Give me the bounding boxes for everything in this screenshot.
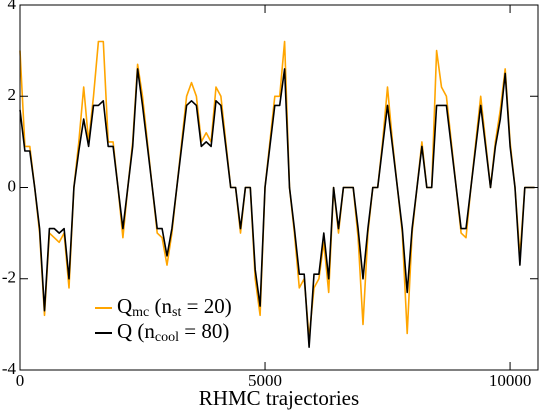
- legend-label-part: cool: [155, 330, 179, 345]
- legend-label: Q (ncool = 80): [117, 319, 229, 345]
- legend-label-part: (n: [149, 294, 172, 318]
- legend-label-part: Q (n: [117, 319, 155, 343]
- y-tick-label: 0: [8, 176, 17, 195]
- legend-label-part: mc: [132, 305, 149, 320]
- x-tick-label: 5000: [248, 371, 282, 390]
- legend-label-part: Q: [117, 294, 132, 318]
- legend-label-part: st: [172, 305, 181, 320]
- legend-label-part: = 80): [179, 319, 229, 343]
- legend-label: Qmc (nst = 20): [117, 294, 232, 320]
- x-tick-label: 10000: [489, 371, 532, 390]
- legend-label-part: = 20): [181, 294, 231, 318]
- y-tick-label: -4: [2, 359, 17, 378]
- y-tick-label: -2: [2, 268, 16, 287]
- y-tick-label: 2: [8, 85, 17, 104]
- x-tick-label: 0: [16, 371, 25, 390]
- y-tick-label: 4: [8, 0, 17, 13]
- x-axis-label: RHMC trajectories: [199, 386, 359, 410]
- data-line: [19, 68, 535, 348]
- data-line: [19, 40, 535, 339]
- plot-frame: [19, 4, 539, 371]
